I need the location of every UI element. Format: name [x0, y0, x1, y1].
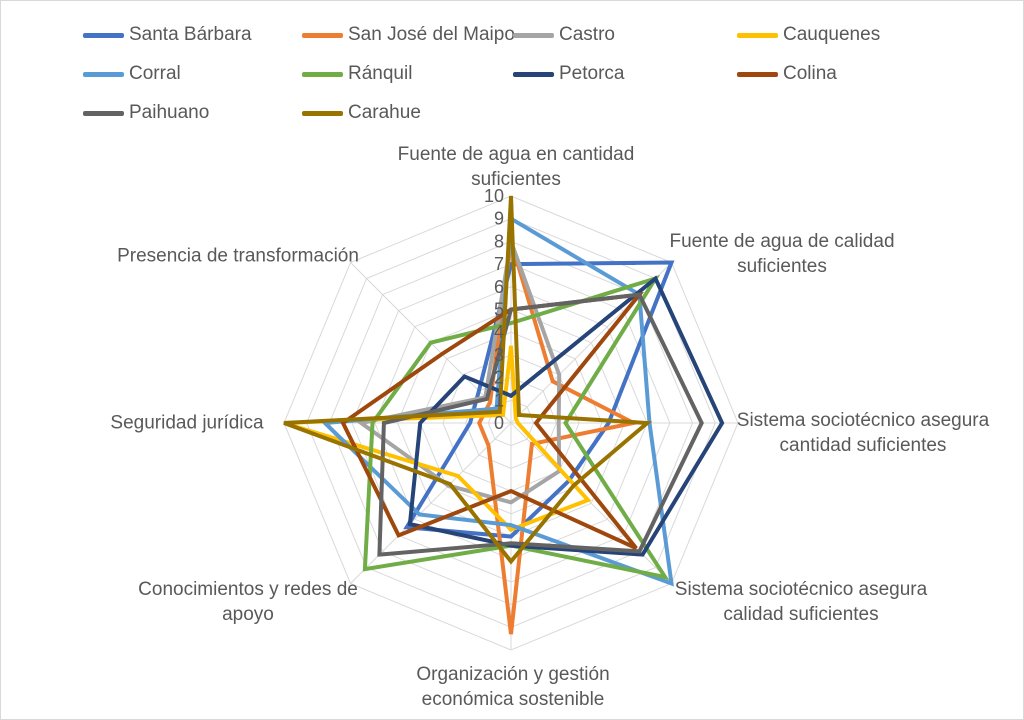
axis-label-line2: cantidad suficientes: [779, 435, 947, 456]
tick-label-5: 5: [494, 300, 504, 320]
legend-line-swatch: [302, 32, 343, 38]
legend-item-carahue[interactable]: Carahue: [302, 101, 421, 125]
axis-label-line2: calidad suficientes: [723, 604, 879, 625]
legend-label: Ránquil: [348, 63, 413, 84]
axis-label-5: Conocimientos y redes de apoyo: [138, 577, 358, 627]
axis-label-line2: suficientes: [471, 169, 561, 190]
grid-spoke: [350, 422, 512, 584]
axis-label-line1: Fuente de agua en cantidad: [397, 144, 635, 165]
legend-label: Petorca: [559, 63, 625, 84]
axis-label-line1: Organización y gestión: [416, 664, 610, 685]
legend-label: Carahue: [348, 102, 421, 123]
legend-line-swatch: [513, 32, 554, 38]
tick-label-4: 4: [494, 322, 504, 342]
legend-item-corral[interactable]: Corral: [83, 62, 181, 86]
grid-spoke: [510, 422, 672, 584]
legend-line-swatch: [737, 32, 778, 38]
series-castro: [356, 233, 562, 505]
tick-label-8: 8: [494, 231, 504, 251]
legend-label: Colina: [783, 63, 837, 84]
legend-item-petorca[interactable]: Petorca: [513, 62, 624, 86]
series-colina: [340, 292, 645, 551]
legend-line-swatch: [302, 110, 343, 116]
tick-label-9: 9: [494, 209, 504, 229]
series-carahue: [283, 195, 653, 565]
axis-label-line1: Fuente de agua de calidad: [669, 231, 895, 252]
axis-label-line2: suficientes: [737, 256, 827, 277]
legend-label: Cauquenes: [783, 24, 881, 45]
tick-label-10: 10: [484, 186, 504, 206]
axis-label-0: Fuente de agua en cantidad suficientes: [398, 142, 635, 192]
axis-label-1: Fuente de agua de calidad suficientes: [669, 229, 894, 279]
tick-label-0: 0: [494, 413, 504, 433]
legend-item-paihuano[interactable]: Paihuano: [83, 101, 209, 125]
axis-label-line1: Sistema sociotécnico asegura: [674, 579, 928, 600]
axis-label-6: Seguridad jurídica: [110, 411, 263, 436]
legend-line-swatch: [513, 71, 554, 77]
legend-item-santa-b-rbara[interactable]: Santa Bárbara: [83, 23, 252, 47]
legend-label: Paihuano: [129, 102, 210, 123]
legend-item-san-jos-del-maipo[interactable]: San José del Maipo: [302, 23, 515, 47]
axis-label-line2: económica sostenible: [421, 689, 605, 710]
legend-label: Santa Bárbara: [129, 24, 252, 45]
legend-line-swatch: [83, 32, 124, 38]
axis-label-4: Organización y gestión económica sostenib…: [416, 662, 609, 712]
series-cauquenes: [283, 345, 592, 533]
axis-label-line1: Presencia de transformación: [117, 245, 359, 267]
legend-item-cauquenes[interactable]: Cauquenes: [737, 23, 880, 47]
axis-label-line1: Conocimientos y redes de: [138, 579, 358, 600]
series-paihuano: [377, 292, 704, 557]
legend-item-colina[interactable]: Colina: [737, 62, 837, 86]
axis-label-line2: apoyo: [222, 604, 274, 625]
tick-label-6: 6: [494, 277, 504, 297]
legend-label: Castro: [559, 24, 615, 45]
legend-line-swatch: [737, 71, 778, 77]
legend-item-r-nquil[interactable]: Ránquil: [302, 62, 412, 86]
axis-label-line1: Seguridad jurídica: [110, 412, 264, 434]
axis-label-line1: Sistema sociotécnico asegura: [736, 410, 990, 431]
legend-line-swatch: [83, 71, 124, 77]
legend-line-swatch: [302, 71, 343, 77]
axis-label-2: Sistema sociotécnico asegura cantidad suf…: [737, 408, 989, 458]
axis-label-7: Presencia de transformación: [117, 244, 359, 269]
legend-label: San José del Maipo: [348, 24, 515, 45]
legend-item-castro[interactable]: Castro: [513, 23, 615, 47]
tick-label-1: 1: [494, 390, 504, 410]
axis-label-3: Sistema sociotécnico asegura calidad sufi…: [675, 577, 927, 627]
series-petorca: [407, 275, 725, 557]
legend-line-swatch: [83, 110, 124, 116]
tick-label-2: 2: [494, 368, 504, 388]
tick-label-3: 3: [494, 345, 504, 365]
legend-label: Corral: [129, 63, 181, 84]
tick-label-7: 7: [494, 254, 504, 274]
